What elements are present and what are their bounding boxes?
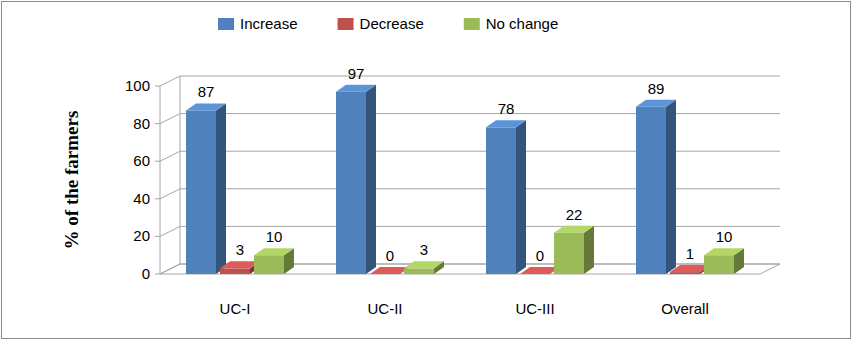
data-label: 10 [716,228,733,245]
y-axis-line [160,86,161,274]
y-tick [155,86,160,87]
y-tick-label: 20 [133,227,150,244]
bar-front [254,255,284,274]
legend-label: Increase [240,15,298,32]
data-label: 78 [498,100,515,117]
bar-side [584,226,594,274]
legend-label: Decrease [360,15,424,32]
bar-side [366,85,376,274]
bar-front [554,233,584,274]
y-axis-title: % of the farmers [61,111,82,250]
bar-top [486,120,526,127]
data-label: 22 [566,206,583,223]
legend-swatch [464,18,480,30]
bar [336,85,376,274]
bar-front [670,272,700,274]
data-label: 3 [420,241,428,258]
bar [554,226,594,274]
bar [186,103,226,274]
grid-line [160,151,780,161]
bar-side [216,103,226,274]
x-tick-label: UC-II [368,300,403,317]
chart-svg: 0 20 40 60 80 100 % of the farmers 87 3 10 97 0 3 78 0… [0,0,852,340]
back-wall-edge [180,76,181,264]
bar-top [186,103,226,110]
bar-front [636,107,666,274]
x-tick-label: UC-III [515,300,554,317]
chart-border [2,2,851,339]
y-tick [155,123,160,124]
bar-top [554,226,594,233]
bar-front [336,92,366,274]
data-label: 0 [386,247,394,264]
data-label: 3 [236,241,244,258]
grid-line [160,226,780,236]
bar [704,248,744,274]
y-tick-label: 80 [133,115,150,132]
y-tick-label: 40 [133,190,150,207]
data-label: 1 [686,245,694,262]
y-tick-label: 60 [133,152,150,169]
legend-swatch [218,18,234,30]
legend-label: No change [486,15,559,32]
bar-top [254,248,294,255]
y-tick [155,236,160,237]
bar [486,120,526,274]
bar-top [704,248,744,255]
y-tick-label: 0 [142,265,150,282]
bar-front [220,268,250,274]
bar-top [336,85,376,92]
bar-front [404,268,434,274]
bar-front [486,127,516,274]
y-tick [155,198,160,199]
bar-side [666,100,676,274]
grid-line [160,189,780,199]
y-tick [155,161,160,162]
legend: Increase Decrease No change [218,15,558,32]
data-label: 87 [198,83,215,100]
chart-container: 0 20 40 60 80 100 % of the farmers 87 3 10 97 0 3 78 0… [0,0,852,340]
x-tick-label: Overall [661,300,709,317]
grid-line [160,114,780,124]
legend-swatch [338,18,354,30]
labels: 87 3 10 97 0 3 78 0 22 89 1 10 [198,65,733,264]
bar-top [636,100,676,107]
bar-front [186,110,216,274]
data-label: 89 [648,80,665,97]
data-label: 0 [536,247,544,264]
grid-line [160,76,780,86]
bar [404,261,444,274]
y-tick-label: 100 [125,77,150,94]
bar-top [404,261,444,268]
data-label: 97 [348,65,365,82]
bars [186,85,744,274]
bar-front [704,255,734,274]
bar [636,100,676,274]
bar [254,248,294,274]
data-label: 10 [266,228,283,245]
y-tick [155,274,160,275]
x-tick-label: UC-I [220,300,251,317]
bar-side [516,120,526,274]
